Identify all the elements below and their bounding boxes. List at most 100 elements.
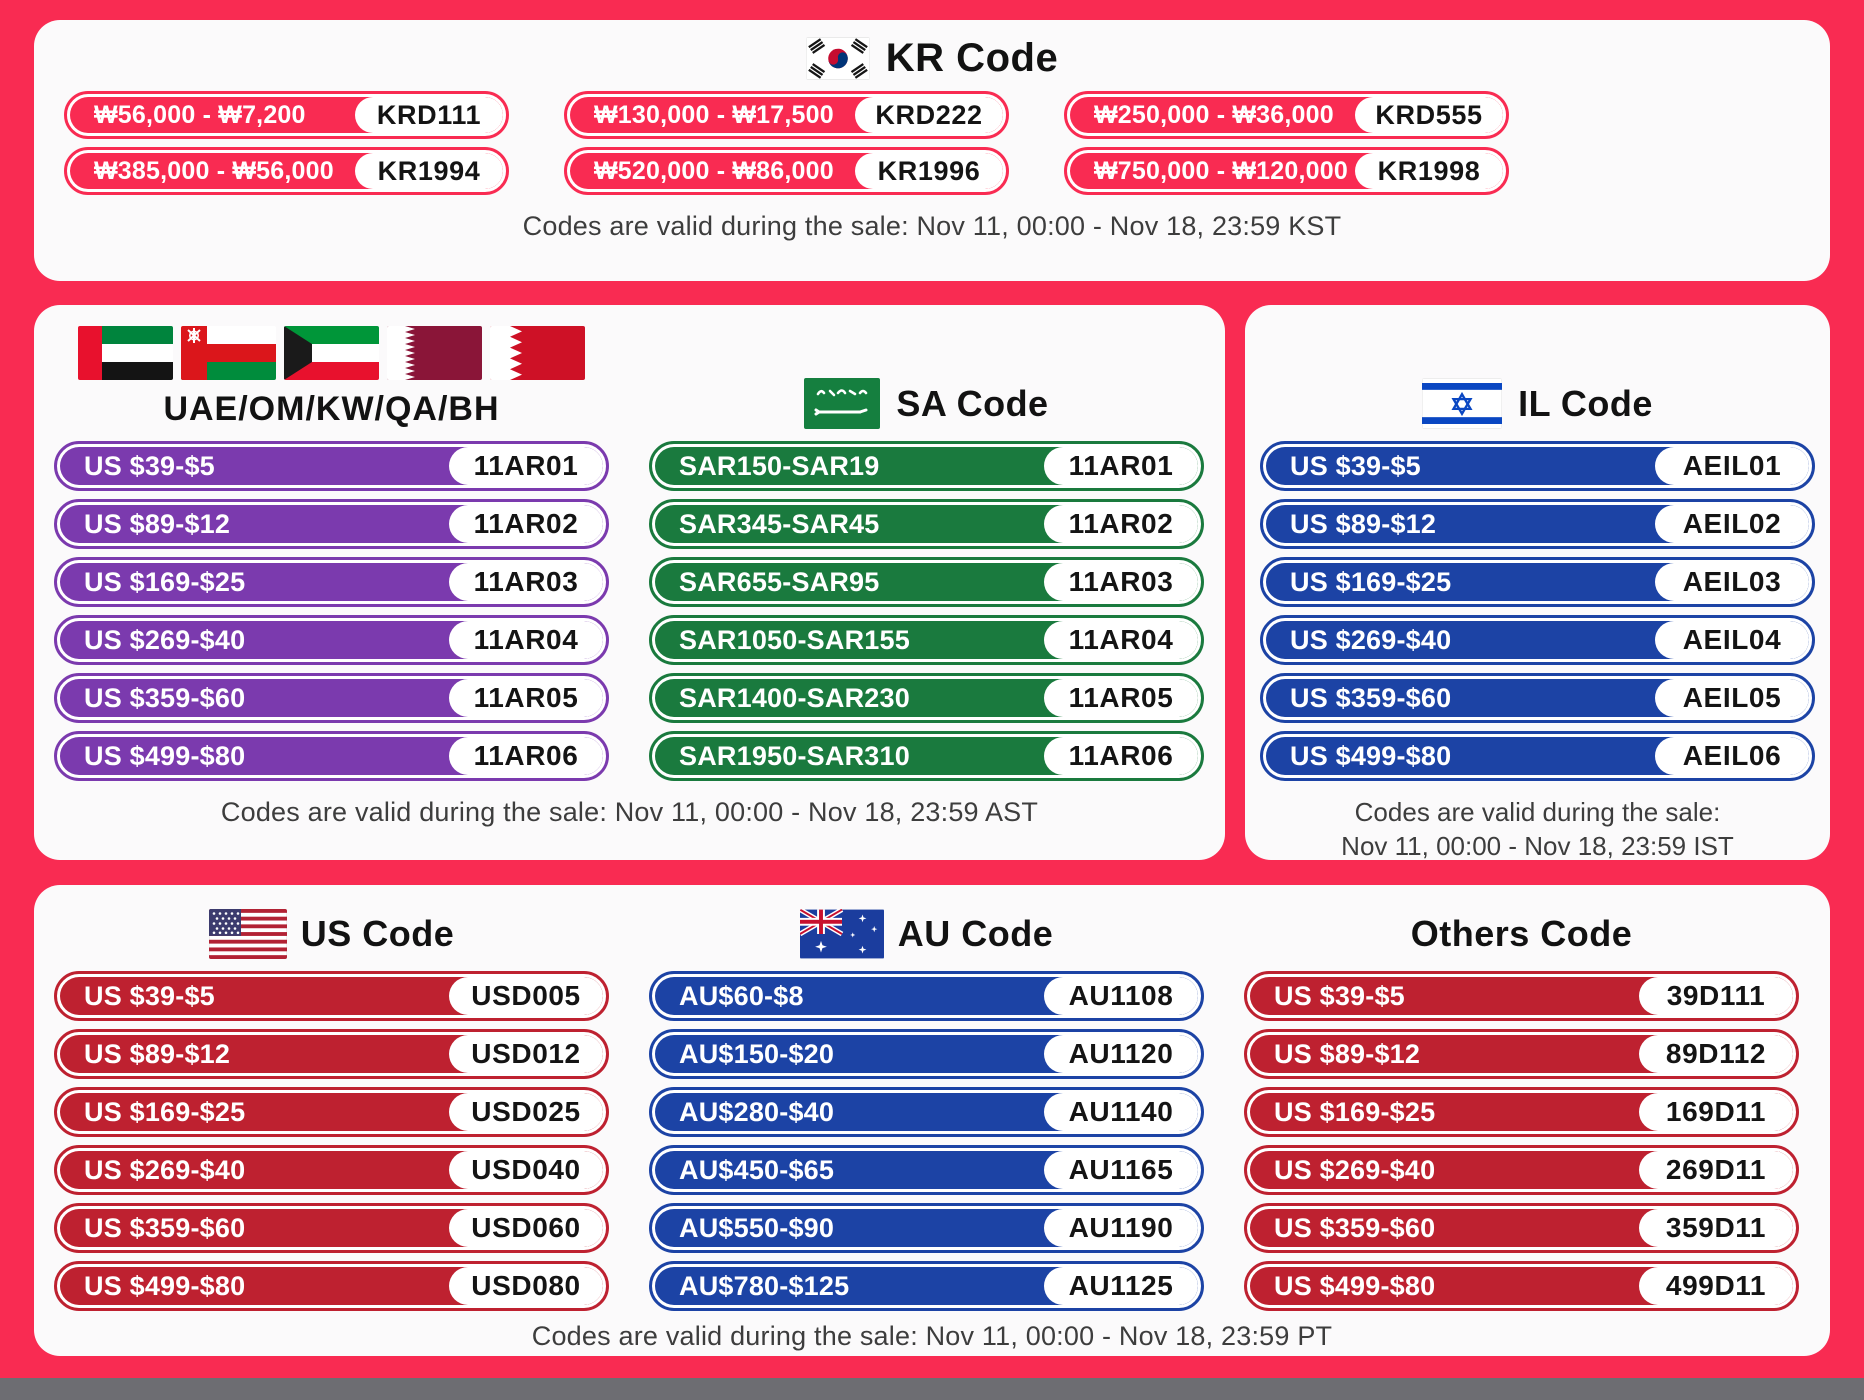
coupon-threshold-label: AU$150-$20 bbox=[679, 1038, 835, 1069]
gcc-code-section: UAE/OM/KW/QA/BH US $39-$5 11AR01 US $89-$… bbox=[54, 323, 609, 781]
saudi-arabia-flag-icon bbox=[804, 378, 881, 429]
coupon-pill: US $39-$5 AEIL01 bbox=[1260, 441, 1815, 491]
coupon-code: 11AR05 bbox=[1044, 679, 1198, 717]
coupon-pill: US $89-$12 AEIL02 bbox=[1260, 499, 1815, 549]
il-coupon-list: US $39-$5 AEIL01 US $89-$12 AEIL02 US $169… bbox=[1260, 441, 1815, 781]
bottom-edge-bar bbox=[0, 1378, 1864, 1400]
coupon-threshold-label: SAR345-SAR45 bbox=[679, 508, 880, 539]
coupon-pill: SAR345-SAR45 11AR02 bbox=[649, 499, 1204, 549]
coupon-code: KR1998 bbox=[1355, 153, 1503, 189]
coupon-code: 359D11 bbox=[1639, 1209, 1793, 1247]
coupon-threshold-label: US $269-$40 bbox=[1290, 624, 1452, 655]
coupon-threshold-label: US $499-$80 bbox=[84, 1270, 246, 1301]
coupon-threshold-label: ₩750,000 - ₩120,000 bbox=[1094, 156, 1348, 185]
bottom-validity-text: Codes are valid during the sale: Nov 11,… bbox=[531, 1321, 1333, 1351]
coupon-threshold-label: US $169-$25 bbox=[84, 566, 246, 597]
coupon-pill: US $359-$60 AEIL05 bbox=[1260, 673, 1815, 723]
coupon-code: 89D112 bbox=[1639, 1035, 1793, 1073]
oman-flag-icon bbox=[181, 326, 276, 380]
coupon-code: USD025 bbox=[449, 1093, 603, 1131]
coupon-threshold-label: US $39-$5 bbox=[84, 980, 215, 1011]
coupon-pill: US $269-$40 AEIL04 bbox=[1260, 615, 1815, 665]
coupon-threshold-label: ₩250,000 - ₩36,000 bbox=[1094, 100, 1334, 129]
coupon-pill: US $169-$25 11AR03 bbox=[54, 557, 609, 607]
coupon-code: 11AR05 bbox=[449, 679, 603, 717]
coupon-code: USD012 bbox=[449, 1035, 603, 1073]
coupon-threshold-label: US $499-$80 bbox=[1290, 740, 1452, 771]
coupon-code: 499D11 bbox=[1639, 1267, 1793, 1305]
coupon-threshold-label: ₩56,000 - ₩7,200 bbox=[94, 100, 306, 129]
gcc-sa-panel: UAE/OM/KW/QA/BH US $39-$5 11AR01 US $89-$… bbox=[34, 305, 1225, 860]
middle-row: UAE/OM/KW/QA/BH US $39-$5 11AR01 US $89-$… bbox=[34, 305, 1830, 861]
coupon-pill: AU$280-$40 AU1140 bbox=[649, 1087, 1204, 1137]
gcc-sa-validity-text: Codes are valid during the sale: Nov 11,… bbox=[220, 797, 1039, 827]
coupon-pill: SAR655-SAR95 11AR03 bbox=[649, 557, 1204, 607]
coupon-threshold-label: ₩520,000 - ₩86,000 bbox=[594, 156, 834, 185]
kuwait-flag-icon bbox=[284, 326, 379, 380]
coupon-pill: ₩56,000 - ₩7,200 KRD111 bbox=[64, 91, 509, 139]
sa-header: SA Code bbox=[649, 323, 1204, 441]
us-au-others-panel: US Code US $39-$5 USD005 US $89-$12 USD012… bbox=[34, 885, 1830, 1356]
sa-code-section: SA Code SAR150-SAR19 11AR01 SAR345-SAR45 1… bbox=[649, 323, 1204, 781]
gcc-header: UAE/OM/KW/QA/BH bbox=[54, 323, 609, 441]
coupon-code: AEIL03 bbox=[1655, 563, 1809, 601]
coupon-pill: US $359-$60 359D11 bbox=[1244, 1203, 1799, 1253]
coupon-code: USD060 bbox=[449, 1209, 603, 1247]
qatar-flag-icon bbox=[387, 326, 482, 380]
coupon-threshold-label: US $89-$12 bbox=[1274, 1038, 1421, 1069]
others-code-section: Others Code US $39-$5 39D111 US $89-$12 89… bbox=[1244, 897, 1799, 1311]
coupon-code: KR1994 bbox=[355, 153, 503, 189]
coupon-code: 11AR02 bbox=[1044, 505, 1198, 543]
others-header: Others Code bbox=[1244, 897, 1799, 971]
kr-coupon-grid: ₩56,000 - ₩7,200 KRD111 ₩130,000 - ₩17,50… bbox=[34, 91, 1830, 195]
coupon-code: USD080 bbox=[449, 1267, 603, 1305]
coupon-code: KRD111 bbox=[355, 97, 503, 133]
coupon-pill: ₩385,000 - ₩56,000 KR1994 bbox=[64, 147, 509, 195]
coupon-code: USD040 bbox=[449, 1151, 603, 1189]
coupon-code: 11AR06 bbox=[449, 737, 603, 775]
bahrain-flag-icon bbox=[490, 326, 585, 380]
coupon-pill: US $359-$60 USD060 bbox=[54, 1203, 609, 1253]
coupon-pill: AU$450-$65 AU1165 bbox=[649, 1145, 1204, 1195]
us-title: US Code bbox=[300, 913, 455, 954]
us-code-section: US Code US $39-$5 USD005 US $89-$12 USD012… bbox=[54, 897, 609, 1311]
israel-flag-icon bbox=[1422, 378, 1503, 429]
coupon-pill: US $269-$40 269D11 bbox=[1244, 1145, 1799, 1195]
coupon-threshold-label: US $359-$60 bbox=[1274, 1212, 1436, 1243]
coupon-pill: AU$550-$90 AU1190 bbox=[649, 1203, 1204, 1253]
us-coupon-list: US $39-$5 USD005 US $89-$12 USD012 US $169… bbox=[54, 971, 609, 1311]
coupon-code: 169D11 bbox=[1639, 1093, 1793, 1131]
coupon-code: AU1125 bbox=[1044, 1267, 1198, 1305]
gcc-title: UAE/OM/KW/QA/BH bbox=[163, 390, 500, 428]
coupon-threshold-label: SAR1050-SAR155 bbox=[679, 624, 910, 655]
il-header: IL Code bbox=[1260, 323, 1815, 441]
coupon-threshold-label: US $39-$5 bbox=[1290, 450, 1421, 481]
coupon-pill: AU$150-$20 AU1120 bbox=[649, 1029, 1204, 1079]
coupon-threshold-label: US $359-$60 bbox=[1290, 682, 1452, 713]
coupon-code: 11AR02 bbox=[449, 505, 603, 543]
coupon-threshold-label: US $169-$25 bbox=[84, 1096, 246, 1127]
others-coupon-list: US $39-$5 39D111 US $89-$12 89D112 US $169… bbox=[1244, 971, 1799, 1311]
coupon-pill: SAR1400-SAR230 11AR05 bbox=[649, 673, 1204, 723]
coupon-pill: US $89-$12 89D112 bbox=[1244, 1029, 1799, 1079]
coupon-threshold-label: US $89-$12 bbox=[84, 508, 231, 539]
coupon-threshold-label: US $269-$40 bbox=[84, 624, 246, 655]
coupon-code: AU1190 bbox=[1044, 1209, 1198, 1247]
coupon-threshold-label: US $39-$5 bbox=[1274, 980, 1405, 1011]
coupon-pill: SAR150-SAR19 11AR01 bbox=[649, 441, 1204, 491]
coupon-pill: SAR1950-SAR310 11AR06 bbox=[649, 731, 1204, 781]
coupon-code: 11AR03 bbox=[1044, 563, 1198, 601]
coupon-threshold-label: AU$60-$8 bbox=[679, 980, 804, 1011]
coupon-pill: US $169-$25 AEIL03 bbox=[1260, 557, 1815, 607]
coupon-threshold-label: US $89-$12 bbox=[84, 1038, 231, 1069]
coupon-pill: US $89-$12 USD012 bbox=[54, 1029, 609, 1079]
coupon-threshold-label: AU$780-$125 bbox=[679, 1270, 850, 1301]
au-header: AU Code bbox=[649, 897, 1204, 971]
au-title: AU Code bbox=[897, 913, 1054, 954]
coupon-threshold-label: US $269-$40 bbox=[84, 1154, 246, 1185]
coupon-pill: ₩250,000 - ₩36,000 KRD555 bbox=[1064, 91, 1509, 139]
coupon-pill: US $39-$5 11AR01 bbox=[54, 441, 609, 491]
coupon-threshold-label: US $169-$25 bbox=[1274, 1096, 1436, 1127]
coupon-pill: US $269-$40 11AR04 bbox=[54, 615, 609, 665]
